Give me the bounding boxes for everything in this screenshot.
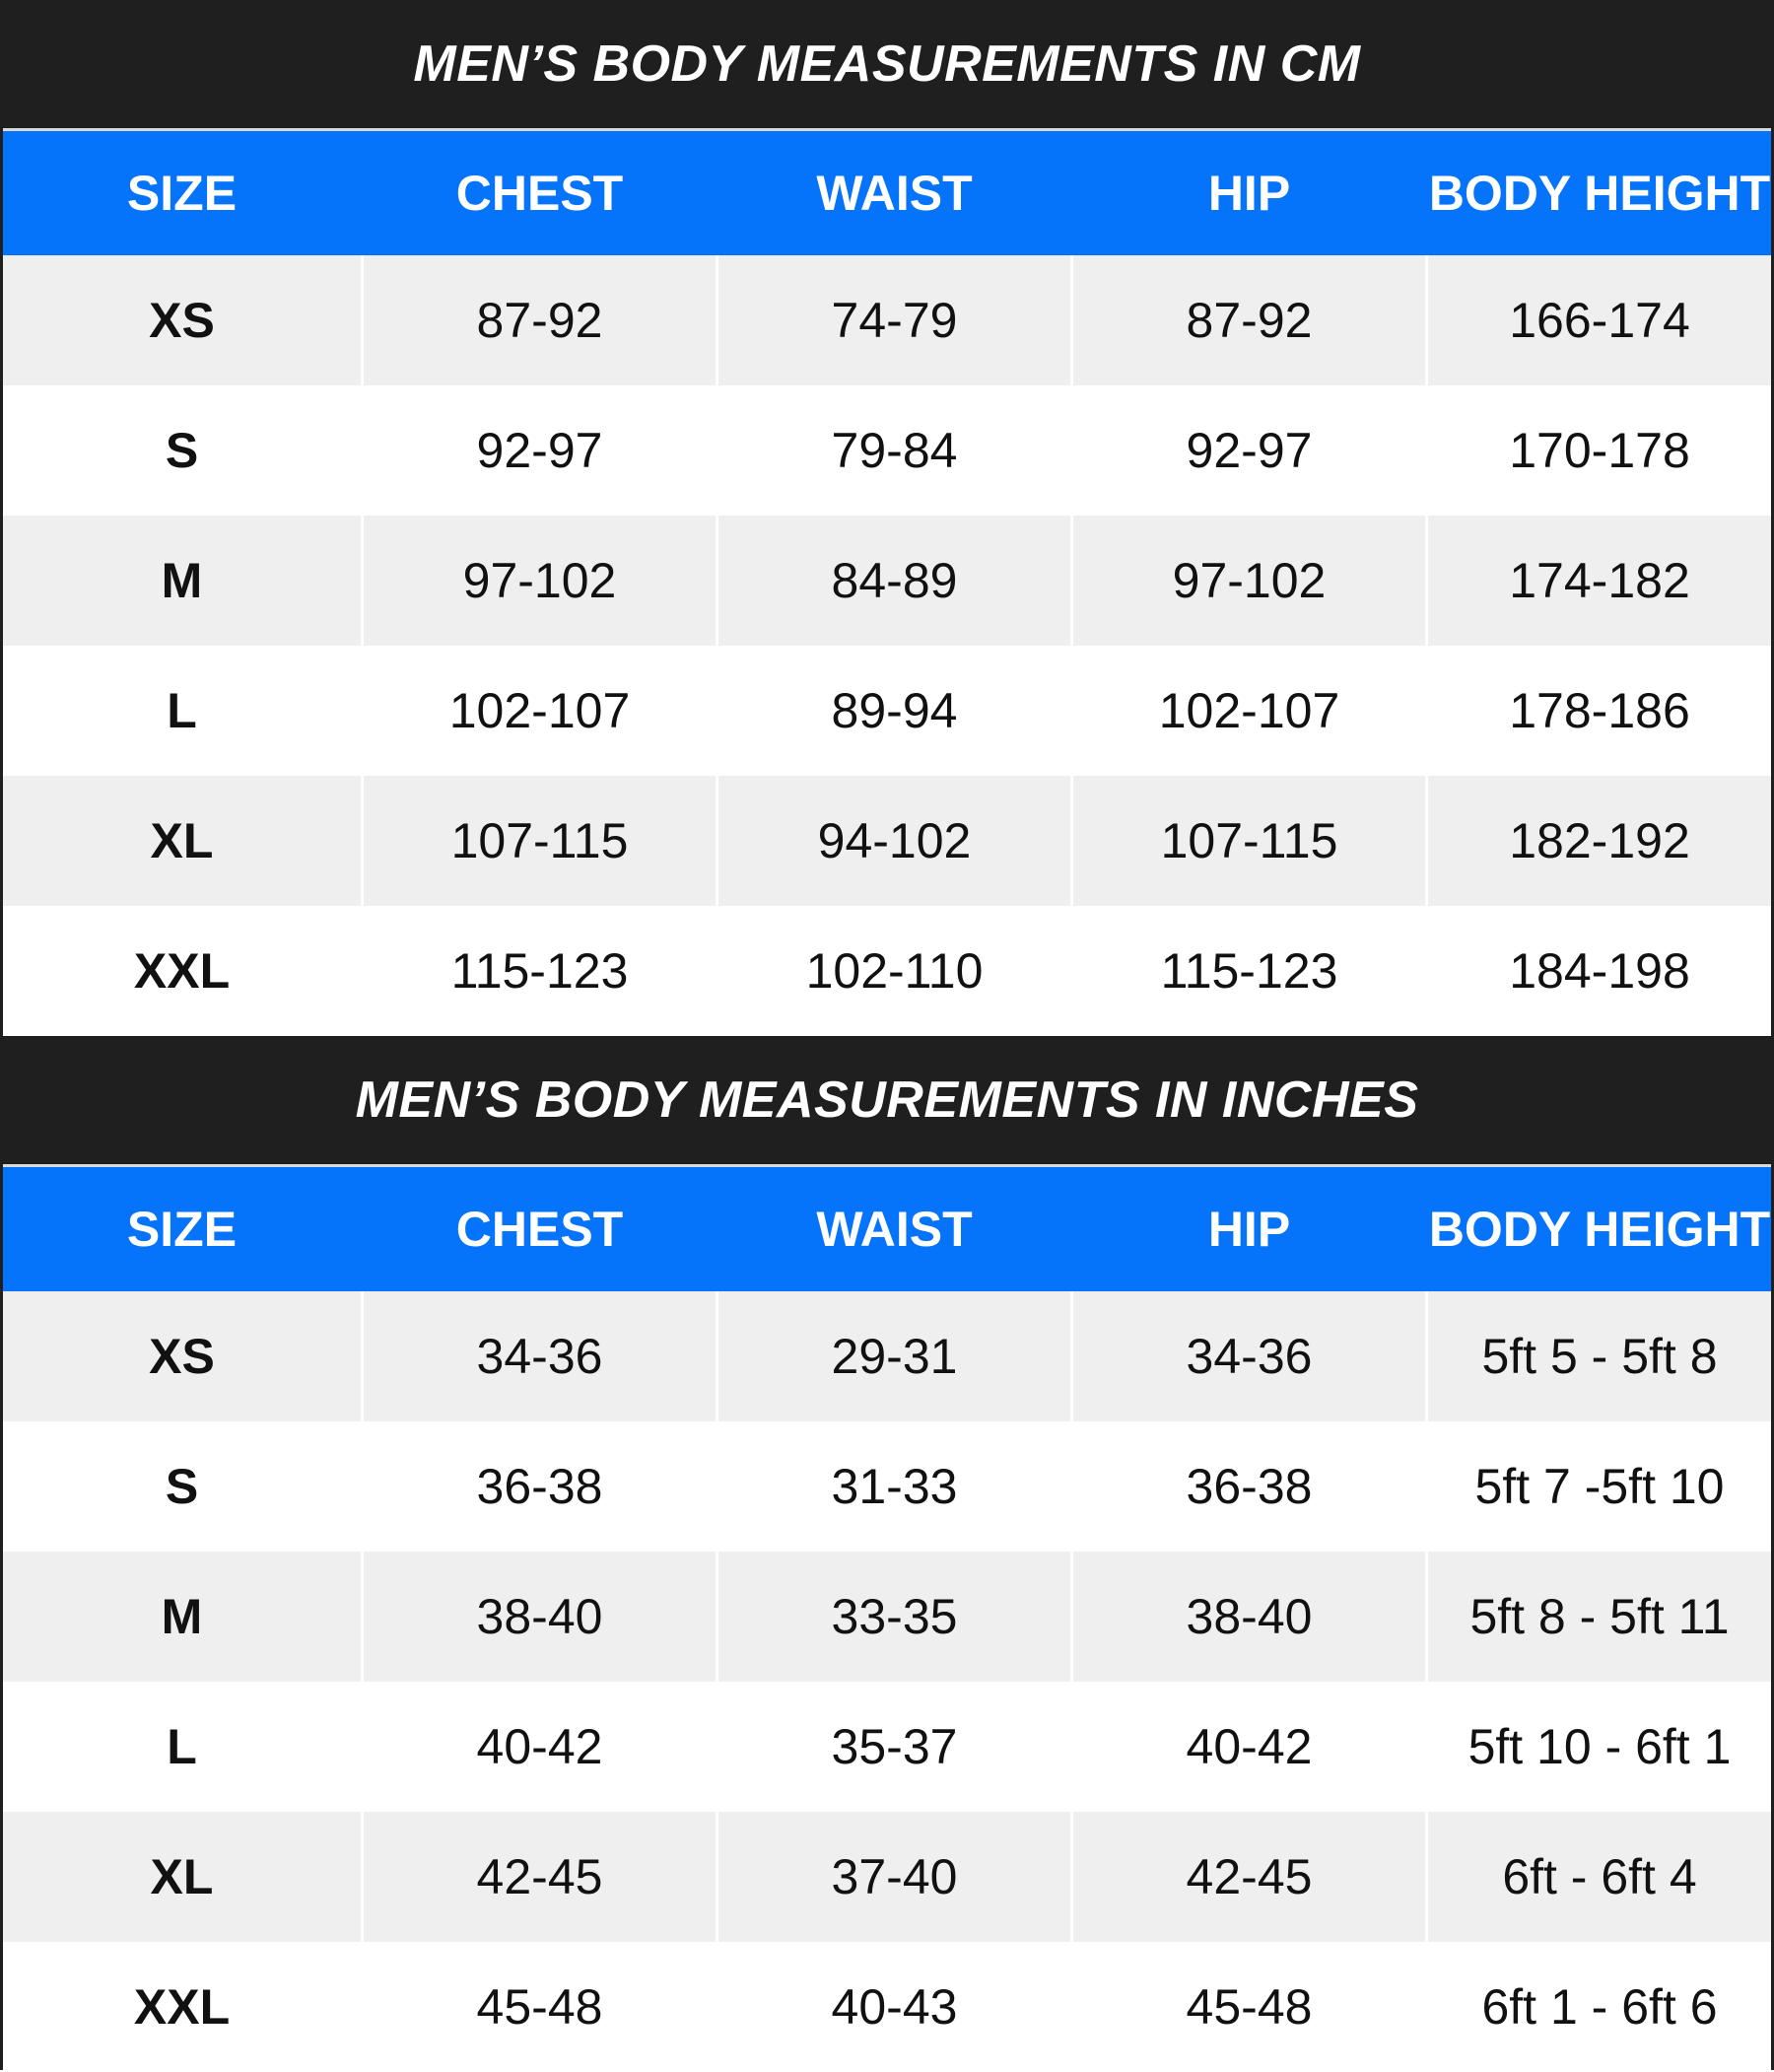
table-title: MEN’S BODY MEASUREMENTS IN CM: [3, 0, 1771, 128]
inches-table: MEN’S BODY MEASUREMENTS IN INCHES SIZE C…: [3, 1036, 1771, 2072]
size-cell: XS: [3, 1291, 361, 1421]
header-size: SIZE: [3, 131, 361, 255]
height-cell: 166-174: [1428, 255, 1771, 385]
hip-cell: 45-48: [1073, 1942, 1425, 2072]
chest-cell: 40-42: [364, 1682, 716, 1812]
chest-cell: 92-97: [364, 385, 716, 516]
size-cell: XXL: [3, 906, 361, 1036]
size-cell: S: [3, 385, 361, 516]
hip-cell: 107-115: [1073, 776, 1425, 906]
chest-cell: 102-107: [364, 646, 716, 776]
hip-cell: 87-92: [1073, 255, 1425, 385]
header-body-height: BODY HEIGHT: [1428, 1167, 1771, 1291]
hip-cell: 38-40: [1073, 1552, 1425, 1682]
waist-cell: 35-37: [718, 1682, 1070, 1812]
size-cell: XL: [3, 776, 361, 906]
height-cell: 6ft 1 - 6ft 6: [1428, 1942, 1771, 2072]
chest-cell: 36-38: [364, 1421, 716, 1552]
table-row: XS 34-36 29-31 34-36 5ft 5 - 5ft 8: [3, 1291, 1771, 1421]
height-cell: 184-198: [1428, 906, 1771, 1036]
hip-cell: 36-38: [1073, 1421, 1425, 1552]
table-row: M 97-102 84-89 97-102 174-182: [3, 516, 1771, 646]
chest-cell: 115-123: [364, 906, 716, 1036]
waist-cell: 102-110: [718, 906, 1070, 1036]
hip-cell: 97-102: [1073, 516, 1425, 646]
height-cell: 5ft 7 -5ft 10: [1428, 1421, 1771, 1552]
table-row: M 38-40 33-35 38-40 5ft 8 - 5ft 11: [3, 1552, 1771, 1682]
header-row: SIZE CHEST WAIST HIP BODY HEIGHT: [3, 1164, 1771, 1291]
hip-cell: 92-97: [1073, 385, 1425, 516]
table-row: XXL 115-123 102-110 115-123 184-198: [3, 906, 1771, 1036]
hip-cell: 115-123: [1073, 906, 1425, 1036]
size-cell: L: [3, 1682, 361, 1812]
height-cell: 178-186: [1428, 646, 1771, 776]
table-row: XS 87-92 74-79 87-92 166-174: [3, 255, 1771, 385]
table-row: XL 107-115 94-102 107-115 182-192: [3, 776, 1771, 906]
chest-cell: 97-102: [364, 516, 716, 646]
waist-cell: 31-33: [718, 1421, 1070, 1552]
size-cell: S: [3, 1421, 361, 1552]
waist-cell: 33-35: [718, 1552, 1070, 1682]
height-cell: 5ft 8 - 5ft 11: [1428, 1552, 1771, 1682]
chest-cell: 34-36: [364, 1291, 716, 1421]
size-cell: M: [3, 516, 361, 646]
size-cell: XXL: [3, 1942, 361, 2072]
waist-cell: 37-40: [718, 1812, 1070, 1942]
header-chest: CHEST: [364, 1167, 716, 1291]
height-cell: 174-182: [1428, 516, 1771, 646]
table-row: XXL 45-48 40-43 45-48 6ft 1 - 6ft 6: [3, 1942, 1771, 2072]
cm-table: MEN’S BODY MEASUREMENTS IN CM SIZE CHEST…: [3, 0, 1771, 1036]
waist-cell: 29-31: [718, 1291, 1070, 1421]
table-row: S 36-38 31-33 36-38 5ft 7 -5ft 10: [3, 1421, 1771, 1552]
hip-cell: 42-45: [1073, 1812, 1425, 1942]
height-cell: 182-192: [1428, 776, 1771, 906]
header-body-height: BODY HEIGHT: [1428, 131, 1771, 255]
height-cell: 5ft 5 - 5ft 8: [1428, 1291, 1771, 1421]
waist-cell: 94-102: [718, 776, 1070, 906]
size-cell: XL: [3, 1812, 361, 1942]
hip-cell: 102-107: [1073, 646, 1425, 776]
table-row: S 92-97 79-84 92-97 170-178: [3, 385, 1771, 516]
table-title: MEN’S BODY MEASUREMENTS IN INCHES: [3, 1036, 1771, 1164]
chest-cell: 87-92: [364, 255, 716, 385]
size-cell: XS: [3, 255, 361, 385]
table-row: L 40-42 35-37 40-42 5ft 10 - 6ft 1: [3, 1682, 1771, 1812]
header-hip: HIP: [1073, 131, 1425, 255]
chest-cell: 107-115: [364, 776, 716, 906]
size-cell: L: [3, 646, 361, 776]
height-cell: 6ft - 6ft 4: [1428, 1812, 1771, 1942]
size-cell: M: [3, 1552, 361, 1682]
waist-cell: 40-43: [718, 1942, 1070, 2072]
chest-cell: 38-40: [364, 1552, 716, 1682]
header-row: SIZE CHEST WAIST HIP BODY HEIGHT: [3, 128, 1771, 255]
hip-cell: 34-36: [1073, 1291, 1425, 1421]
chest-cell: 42-45: [364, 1812, 716, 1942]
height-cell: 170-178: [1428, 385, 1771, 516]
header-waist: WAIST: [718, 1167, 1070, 1291]
table-row: L 102-107 89-94 102-107 178-186: [3, 646, 1771, 776]
height-cell: 5ft 10 - 6ft 1: [1428, 1682, 1771, 1812]
header-waist: WAIST: [718, 131, 1070, 255]
table-row: XL 42-45 37-40 42-45 6ft - 6ft 4: [3, 1812, 1771, 1942]
hip-cell: 40-42: [1073, 1682, 1425, 1812]
header-size: SIZE: [3, 1167, 361, 1291]
waist-cell: 74-79: [718, 255, 1070, 385]
chest-cell: 45-48: [364, 1942, 716, 2072]
waist-cell: 89-94: [718, 646, 1070, 776]
header-chest: CHEST: [364, 131, 716, 255]
waist-cell: 79-84: [718, 385, 1070, 516]
header-hip: HIP: [1073, 1167, 1425, 1291]
waist-cell: 84-89: [718, 516, 1070, 646]
